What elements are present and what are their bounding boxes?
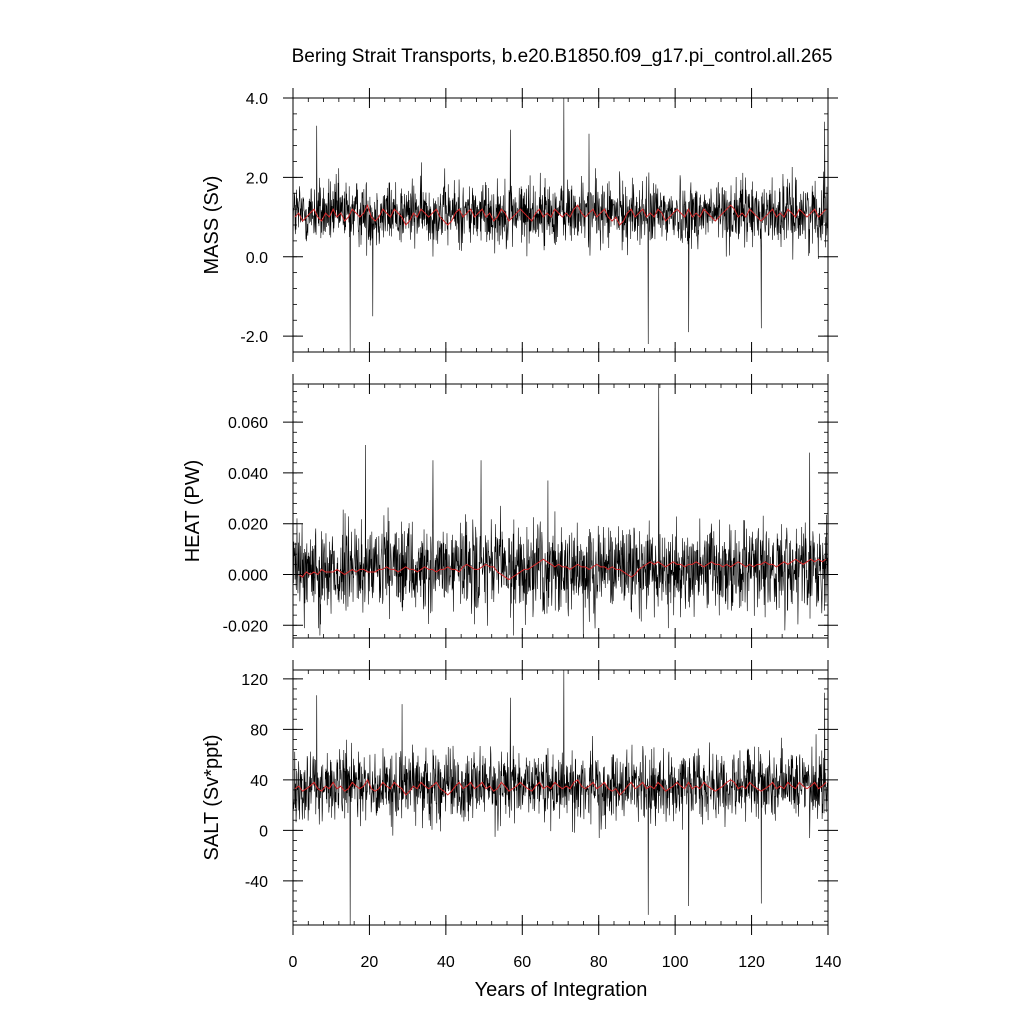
panel-frame [292, 669, 829, 926]
y-axis-label: HEAT (PW) [182, 460, 204, 563]
x-tick-label: 40 [437, 954, 455, 971]
y-tick-label: -40 [245, 874, 268, 891]
monthly-series-line [293, 670, 828, 925]
y-tick-label: 2.0 [246, 170, 268, 187]
chart-title: Bering Strait Transports, b.e20.B1850.f0… [291, 46, 833, 67]
y-tick-label: 40 [250, 773, 268, 790]
y-tick-label: 4.0 [246, 91, 268, 108]
x-tick-label: 0 [289, 954, 298, 971]
x-tick-label: 100 [662, 954, 689, 971]
y-tick-label: 0.060 [228, 415, 268, 432]
panel-frame [292, 383, 829, 639]
y-tick-label: 120 [241, 672, 268, 689]
monthly-series-line [293, 384, 828, 637]
annual-mean-series-line [294, 203, 827, 226]
x-tick-label: 20 [361, 954, 379, 971]
y-tick-label: 0.020 [228, 517, 268, 534]
x-axis-label: Years of Integration [475, 979, 648, 1001]
x-tick-label: 80 [590, 954, 608, 971]
y-tick-label: -2.0 [240, 329, 268, 346]
x-tick-label: 120 [738, 954, 765, 971]
y-tick-label: -0.020 [223, 618, 268, 635]
x-tick-label: 140 [815, 954, 842, 971]
y-tick-label: 80 [250, 722, 268, 739]
annual-mean-series-line [294, 778, 827, 796]
y-axis-label: SALT (Sv*ppt) [201, 735, 223, 861]
y-tick-label: 0.0 [246, 250, 268, 267]
annual-mean-series-line [294, 558, 827, 581]
y-tick-label: 0.000 [228, 568, 268, 585]
y-axis-label: MASS (Sv) [201, 176, 223, 275]
y-tick-label: 0.040 [228, 466, 268, 483]
x-tick-label: 60 [513, 954, 531, 971]
monthly-series-line [293, 98, 828, 352]
y-tick-label: 0 [259, 823, 268, 840]
